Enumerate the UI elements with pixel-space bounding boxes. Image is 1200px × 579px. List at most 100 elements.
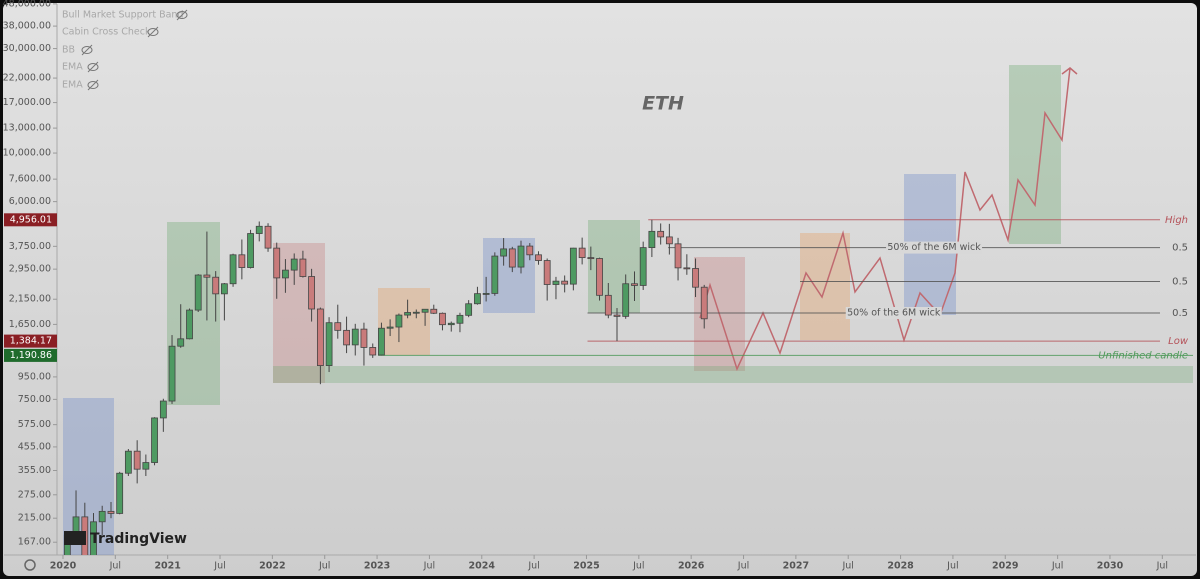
level-note: 50% of the 6M wick bbox=[847, 308, 941, 319]
candle-body bbox=[142, 462, 150, 470]
candle-body bbox=[569, 247, 577, 285]
y-tick-label: 48,000.00 bbox=[3, 0, 51, 9]
candle-body bbox=[535, 254, 542, 261]
candle-body bbox=[631, 283, 638, 286]
indicator: Cabin Cross Check bbox=[62, 27, 151, 38]
x-tick-label: 2030 bbox=[1097, 561, 1124, 572]
logo: TradingView bbox=[64, 531, 187, 547]
candle-body bbox=[378, 327, 385, 356]
x-tick-label: 2029 bbox=[992, 561, 1018, 572]
candle-body bbox=[395, 314, 403, 328]
drawings bbox=[63, 65, 1193, 555]
candle-body bbox=[98, 510, 106, 523]
box bbox=[167, 222, 220, 405]
x-tick-label: Jul bbox=[423, 561, 435, 572]
candle-body bbox=[299, 258, 307, 277]
y-tick-label: 30,000.00 bbox=[3, 43, 51, 54]
candle-body bbox=[648, 230, 656, 249]
candle-body bbox=[700, 286, 708, 320]
candle-body bbox=[151, 417, 158, 463]
y-tick-label: 455.00 bbox=[18, 441, 51, 452]
price-marker bbox=[4, 213, 57, 227]
candle-body bbox=[124, 450, 132, 474]
x-tick-label: Jul bbox=[213, 561, 225, 572]
candle-body bbox=[247, 233, 254, 268]
y-tick-label: 750.00 bbox=[18, 394, 51, 405]
candle-body bbox=[369, 347, 377, 356]
box bbox=[1009, 65, 1061, 244]
indicator: BB bbox=[62, 45, 75, 56]
candle-body bbox=[351, 328, 359, 346]
candle-body bbox=[386, 326, 394, 329]
candles bbox=[63, 219, 708, 555]
candle-body bbox=[683, 267, 691, 270]
candle-body bbox=[255, 225, 263, 234]
y-tick-label: 17,000.00 bbox=[3, 97, 51, 108]
support-zone bbox=[273, 366, 1193, 383]
candle-body bbox=[421, 308, 429, 313]
candle-body bbox=[657, 230, 665, 238]
y-tick-label: 3,750.00 bbox=[9, 241, 51, 252]
candle-body bbox=[517, 245, 525, 268]
price-marker bbox=[4, 348, 57, 362]
logo-text: TradingView bbox=[90, 531, 187, 547]
forecast-arrow bbox=[1061, 67, 1078, 75]
y-tick-label: 167.00 bbox=[18, 537, 51, 548]
candle-body bbox=[273, 247, 281, 279]
indicator: EMA bbox=[62, 80, 83, 91]
level-label: 0.5 bbox=[1172, 243, 1188, 254]
candle-body bbox=[133, 450, 141, 470]
level-note-bg bbox=[886, 241, 983, 254]
y-tick-label: 38,000.00 bbox=[3, 21, 51, 32]
y-tick-label: 1,650.00 bbox=[9, 319, 51, 330]
settings-button[interactable] bbox=[24, 559, 36, 571]
candle-body bbox=[404, 312, 412, 316]
y-tick-label: 10,000.00 bbox=[3, 148, 51, 159]
candle-body bbox=[561, 280, 569, 285]
level-note-bg bbox=[845, 307, 942, 320]
logo-mark bbox=[64, 531, 86, 545]
candle-body bbox=[116, 472, 124, 514]
candle-body bbox=[674, 243, 682, 269]
level-label: Low bbox=[1168, 336, 1189, 347]
candle-body bbox=[613, 314, 621, 317]
forecast-path bbox=[699, 67, 1071, 372]
candle-body bbox=[177, 338, 185, 347]
candle-body bbox=[508, 248, 516, 268]
level-label: 0.5 bbox=[1172, 277, 1188, 288]
candle-body bbox=[194, 274, 202, 311]
x-tick-label: 2028 bbox=[887, 561, 914, 572]
candle-body bbox=[290, 258, 298, 271]
x-tick-label: 2027 bbox=[783, 561, 809, 572]
candle-body bbox=[500, 248, 508, 257]
box bbox=[588, 220, 640, 313]
x-tick-label: 2022 bbox=[259, 561, 285, 572]
chart-title: ETH bbox=[642, 93, 684, 115]
x-tick-label: 2021 bbox=[154, 561, 180, 572]
x-tick-label: 2024 bbox=[469, 561, 496, 572]
candle-body bbox=[430, 308, 438, 314]
candle-body bbox=[334, 322, 342, 331]
x-tick-label: Jul bbox=[109, 561, 121, 572]
candle-body bbox=[107, 510, 115, 514]
candle-body bbox=[229, 254, 237, 285]
hidden-icons bbox=[81, 9, 188, 91]
level-label: Unfinished candle bbox=[1098, 350, 1188, 361]
candle-body bbox=[482, 293, 490, 295]
candle-body bbox=[465, 303, 473, 316]
candle-body bbox=[474, 293, 481, 305]
y-tick-label: 215.00 bbox=[18, 513, 51, 524]
y-tick-label: 2,150.00 bbox=[9, 294, 51, 305]
y-tick-label: 13,000.00 bbox=[3, 123, 51, 134]
box bbox=[378, 288, 430, 355]
axes: 48,000.00 38,000.00 30,000.00 22,000.00 17,0… bbox=[3, 0, 1168, 572]
x-tick-label: Jul bbox=[737, 561, 749, 572]
level-label: 0.5 bbox=[1172, 308, 1188, 319]
x-tick-label: Jul bbox=[946, 561, 958, 572]
candle-body bbox=[447, 322, 455, 326]
candle-body bbox=[360, 328, 368, 348]
x-tick-label: Jul bbox=[527, 561, 539, 572]
candle-body bbox=[90, 521, 97, 555]
x-tick-label: Jul bbox=[318, 561, 330, 572]
